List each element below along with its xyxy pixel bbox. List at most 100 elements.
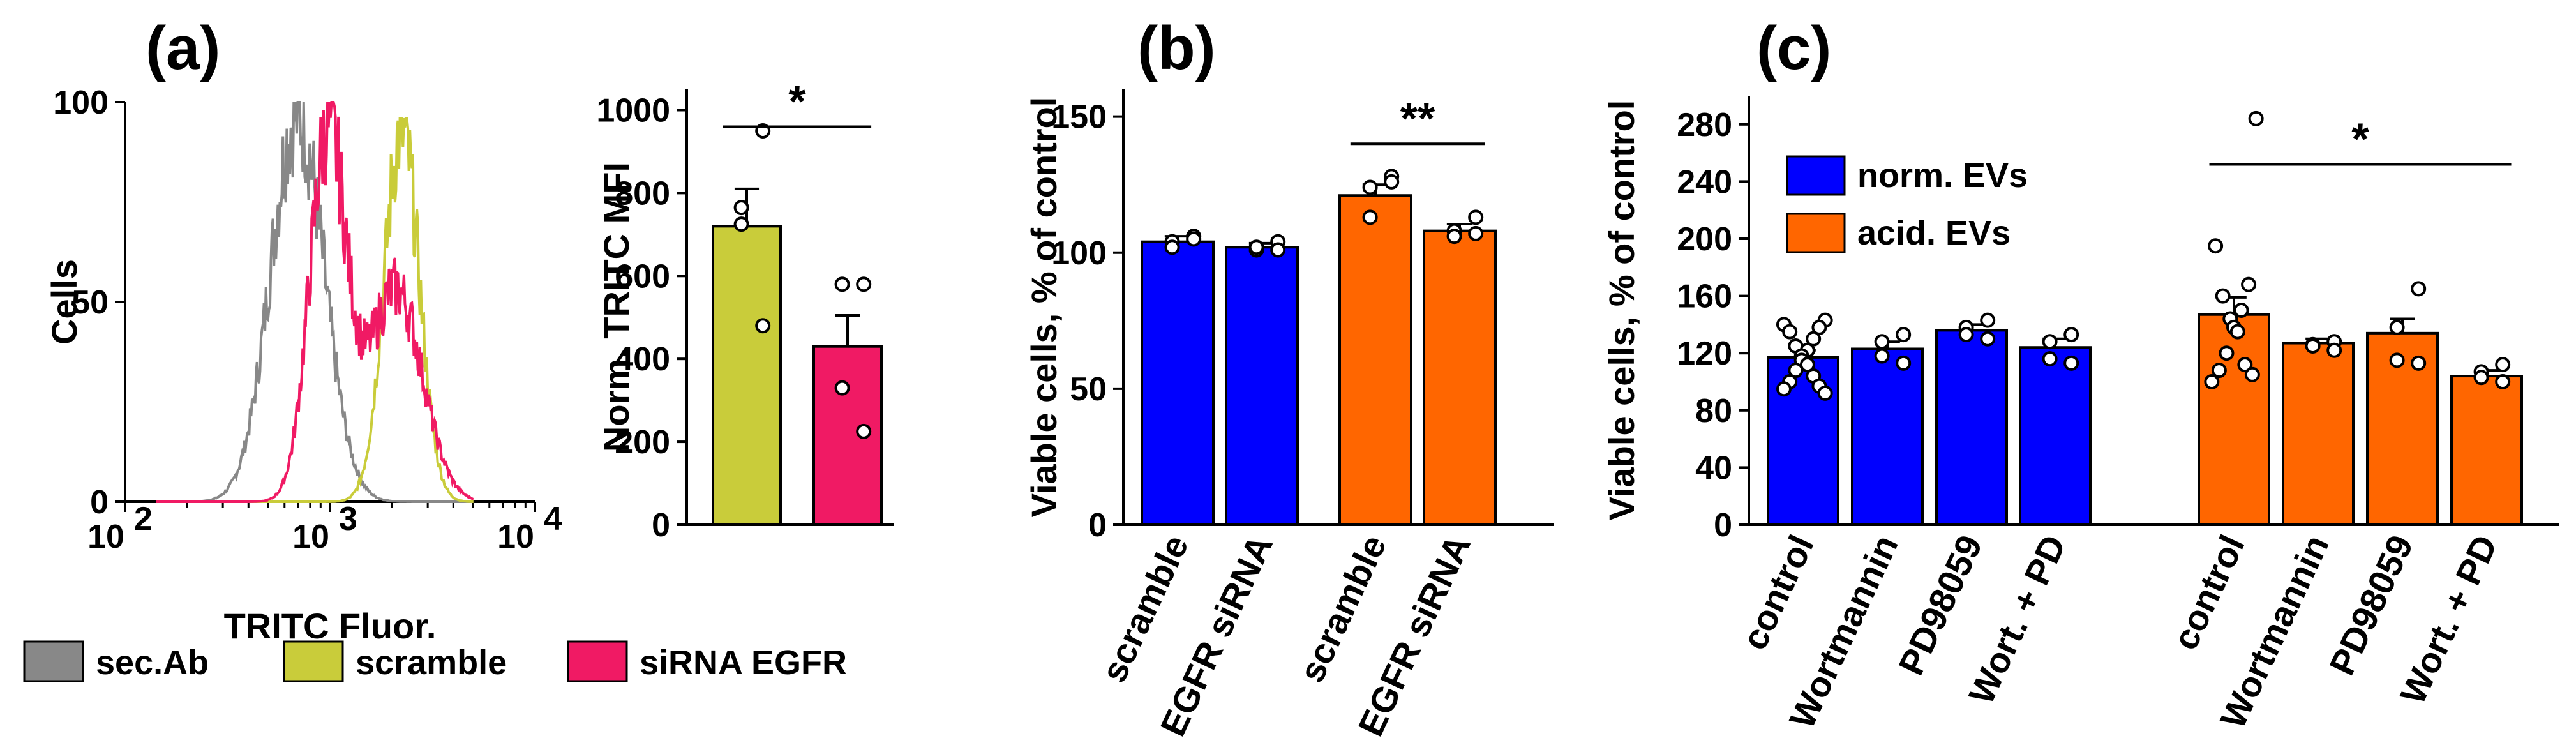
data-point [856,276,872,292]
x-category-label: control [2165,529,2252,656]
data-point [2241,276,2257,292]
y-tick-label: 100 [1051,235,1107,272]
x-tick-label: 10 [292,518,329,555]
legend-swatch-scramble [283,640,344,682]
data-point [1799,357,1815,373]
y-axis-label: Cells [44,259,84,345]
data-point [1270,242,1286,258]
panel-label-b: (b) [1137,14,1216,82]
y-tick-label: 800 [615,175,670,212]
bar-scramble [1141,240,1215,526]
data-point [1468,209,1484,225]
bar-egfr-sirna [1423,229,1497,526]
data-point [1896,327,1912,343]
significance-marker: * [788,76,806,126]
data-point [733,200,749,216]
bar-wortmannin [1851,347,1924,526]
legend-swatch-sec-ab [23,640,84,682]
y-tick-label: 80 [1695,393,1732,430]
y-tick-label: 200 [1677,221,1732,258]
y-tick-label: 40 [1695,449,1732,486]
y-tick-label: 120 [1677,335,1732,372]
y-tick-label: 150 [1051,99,1107,136]
data-point [1958,327,1974,343]
bar-wort-pd [2450,375,2523,526]
data-point [1874,348,1890,364]
data-point [2063,327,2079,343]
data-point [2244,366,2260,382]
bar-pd98059 [1935,329,2008,526]
y-tick-label: 0 [1714,507,1732,544]
data-point [1776,381,1792,397]
data-point [1468,225,1484,241]
bar-scramble [712,225,782,526]
x-category-label: control [1734,529,1822,656]
x-category-label: PD98059 [1891,529,1990,681]
y-tick-label: 240 [1677,163,1732,200]
data-point [2233,303,2249,318]
data-point [1164,239,1180,255]
y-tick-label: 50 [71,284,109,321]
data-point [1874,334,1890,350]
legend-label-norm-evs: norm. EVs [1857,156,2028,195]
data-point [1806,331,1822,347]
y-tick-label: 0 [652,507,670,544]
data-point [1384,174,1400,190]
bar-wortmannin [2282,342,2355,527]
y-tick-label: 0 [90,484,109,521]
data-point [1980,331,1996,347]
bar-wort-pd [2019,346,2092,526]
data-point [2411,355,2427,371]
data-point [1788,363,1804,379]
x-tick-exponent: 4 [544,500,562,538]
y-tick-label: 400 [615,341,670,378]
legend-c: norm. EVs acid. EVs [1786,155,2028,253]
legend-label-sec-ab: sec.Ab [96,643,209,682]
panel-label-c: (c) [1756,14,1831,82]
data-point [1446,229,1462,245]
data-point [755,318,771,334]
data-point [2211,363,2227,379]
y-axis-label: Viable cells, % of control [1024,97,1064,518]
legend-swatch-sirna-egfr [567,640,628,682]
data-point [1811,319,1827,335]
significance-marker: ** [1400,93,1435,143]
data-point [2495,357,2511,373]
data-point [1362,179,1378,195]
data-point [2473,370,2489,386]
y-tick-label: 0 [1088,507,1107,544]
data-point [2495,374,2511,389]
legend-a: sec.Ab scramble siRNA EGFR [23,640,847,682]
data-point [2305,338,2321,354]
x-category-label: PD98059 [2321,529,2421,681]
data-point [2215,288,2231,304]
data-point [2063,355,2079,371]
y-tick-label: 280 [1677,107,1732,144]
panel-label-a: (a) [146,14,220,82]
significance-marker: * [2351,114,2369,164]
data-point [2042,334,2058,350]
y-tick-label: 600 [615,258,670,295]
y-tick-label: 50 [1070,371,1107,408]
data-point [733,216,749,232]
data-point [2248,110,2264,126]
chart-a-histogram: 0 50 100 10 2 10 3 10 4 Cells TRITC Fluor. [44,84,562,646]
histogram-trace-sirna-egfr [156,101,474,503]
data-point [856,423,872,439]
data-point [1186,231,1202,247]
data-point [2042,351,2058,367]
y-axis-label: Norm. TRITC MFI [596,162,636,452]
bar-scramble [1338,194,1412,526]
y-axis-label: Viable cells, % of control [1601,100,1642,521]
data-point [834,380,850,396]
legend-label-acid-evs: acid. EVs [1857,214,2011,252]
data-point [1248,239,1264,255]
legend-label-sirna-egfr: siRNA EGFR [640,643,847,682]
chart-a-mfi-bars: 0 200 400 600 800 1000 Norm. TRITC MFI * [596,76,894,544]
bar-control [1767,356,1839,526]
x-tick-label: 10 [497,518,534,555]
data-point [1782,324,1798,340]
data-point [2326,342,2342,358]
histogram-trace-sec-ab [156,101,474,503]
